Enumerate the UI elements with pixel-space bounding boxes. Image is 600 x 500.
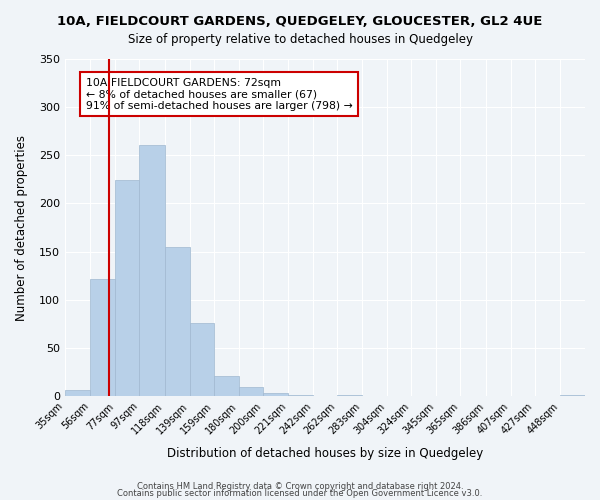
Bar	[239, 388, 263, 396]
Bar	[115, 180, 139, 396]
Bar	[560, 395, 585, 396]
Bar	[164, 247, 190, 396]
Y-axis label: Number of detached properties: Number of detached properties	[15, 134, 28, 320]
Text: Contains public sector information licensed under the Open Government Licence v3: Contains public sector information licen…	[118, 489, 482, 498]
Bar	[90, 278, 115, 396]
Text: Size of property relative to detached houses in Quedgeley: Size of property relative to detached ho…	[128, 32, 473, 46]
Bar	[337, 395, 362, 396]
Bar	[263, 393, 288, 396]
X-axis label: Distribution of detached houses by size in Quedgeley: Distribution of detached houses by size …	[167, 447, 483, 460]
Bar	[65, 390, 90, 396]
Bar	[139, 144, 164, 396]
Bar	[288, 395, 313, 396]
Bar	[190, 323, 214, 396]
Bar	[214, 376, 239, 396]
Text: 10A, FIELDCOURT GARDENS, QUEDGELEY, GLOUCESTER, GL2 4UE: 10A, FIELDCOURT GARDENS, QUEDGELEY, GLOU…	[58, 15, 542, 28]
Text: Contains HM Land Registry data © Crown copyright and database right 2024.: Contains HM Land Registry data © Crown c…	[137, 482, 463, 491]
Text: 10A FIELDCOURT GARDENS: 72sqm
← 8% of detached houses are smaller (67)
91% of se: 10A FIELDCOURT GARDENS: 72sqm ← 8% of de…	[86, 78, 353, 110]
